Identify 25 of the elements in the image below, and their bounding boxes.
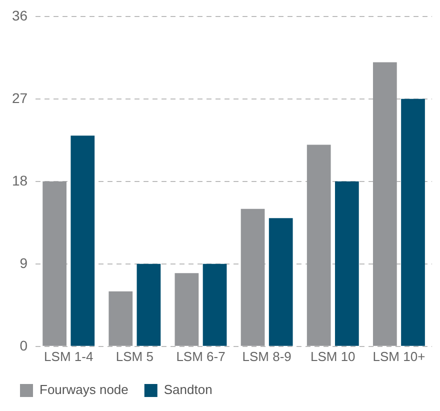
bar — [42, 181, 66, 346]
x-tick-label: LSM 8-9 — [242, 348, 292, 364]
x-tick-label: LSM 6-7 — [176, 348, 226, 364]
y-tick-label: 27 — [12, 90, 28, 106]
x-tick-label: LSM 1-4 — [44, 348, 94, 364]
legend-label: Sandton — [164, 382, 212, 398]
x-tick-label: LSM 10 — [310, 348, 356, 364]
x-tick-label: LSM 5 — [116, 348, 154, 364]
x-tick-label: LSM 10+ — [372, 348, 426, 364]
bar — [335, 181, 359, 346]
bar — [174, 273, 199, 346]
bar — [108, 291, 133, 346]
y-tick-label: 18 — [12, 172, 28, 188]
bar — [202, 264, 227, 346]
y-tick-label: 36 — [12, 7, 28, 24]
bar — [136, 264, 161, 346]
bar — [268, 218, 293, 346]
bar — [401, 98, 425, 346]
y-tick-label: 0 — [20, 337, 28, 354]
bar — [70, 136, 95, 346]
bar — [372, 62, 397, 346]
legend-label: Fourways node — [40, 382, 128, 398]
bar — [240, 208, 265, 346]
bar — [306, 144, 331, 346]
y-tick-label: 9 — [20, 254, 28, 271]
